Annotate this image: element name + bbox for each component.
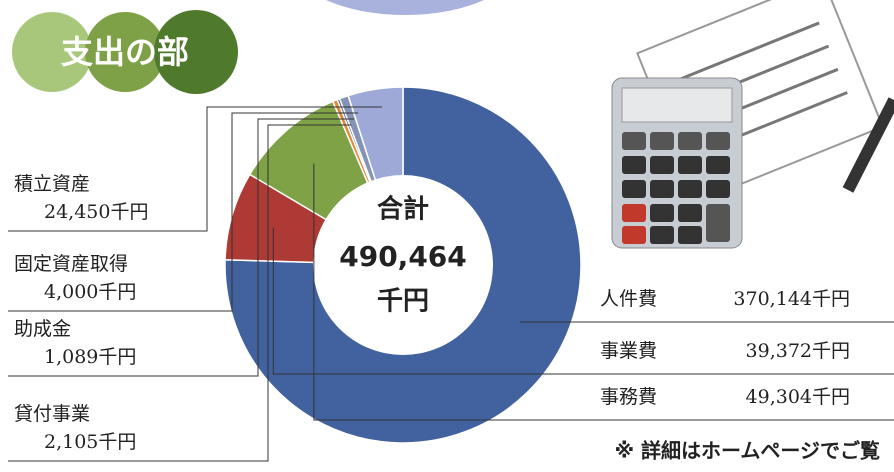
leader-line xyxy=(272,227,894,375)
value-label: 39,372千円 xyxy=(746,340,850,362)
value-label: 4,000千円 xyxy=(44,281,136,303)
value-label: 370,144千円 xyxy=(733,288,850,310)
category-label: 助成金 xyxy=(14,318,71,340)
leader-line xyxy=(8,106,382,232)
top-decor xyxy=(326,0,484,15)
category-label: 貸付事業 xyxy=(14,403,90,425)
donut-hole xyxy=(313,175,493,355)
pen xyxy=(842,97,894,193)
value-label: 24,450千円 xyxy=(44,201,148,223)
total-unit: 千円 xyxy=(377,287,429,317)
value-label: 2,105千円 xyxy=(44,431,136,453)
total-title: 合計 xyxy=(377,194,429,225)
total-value: 490,464 xyxy=(339,240,467,273)
category-label: 事務費 xyxy=(600,386,657,408)
category-label: 積立資産 xyxy=(14,173,90,195)
leader-line xyxy=(8,112,359,312)
category-label: 人件費 xyxy=(600,288,657,310)
value-label: 49,304千円 xyxy=(746,386,850,408)
note: ※ 詳細はホームページでご覧 xyxy=(615,439,880,463)
heading-badge xyxy=(12,10,238,94)
category-label: 事業費 xyxy=(600,340,657,362)
value-label: 1,089千円 xyxy=(44,346,136,368)
calculator-illustration xyxy=(611,77,743,249)
category-label: 固定資産取得 xyxy=(14,253,128,275)
leader-line xyxy=(8,118,355,377)
leader-line xyxy=(8,124,352,462)
heading: 支出の部 xyxy=(61,33,189,71)
leader-line xyxy=(313,163,894,421)
